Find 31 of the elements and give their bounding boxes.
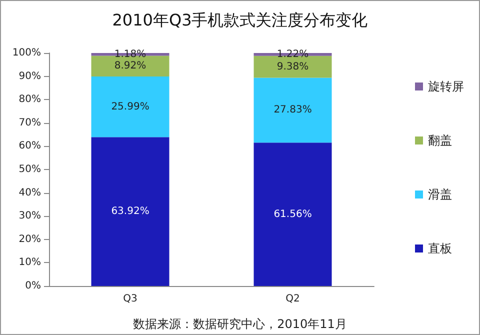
y-tick-label: 100% — [12, 48, 41, 58]
y-tick-label: 30% — [18, 210, 41, 222]
source-note: 数据来源：数据研究中心，2010年11月 — [133, 317, 347, 331]
y-tick-label: 70% — [18, 117, 41, 128]
bar — [254, 78, 332, 143]
bar — [91, 76, 170, 138]
legend-label: 翻盖 — [428, 134, 452, 148]
bar — [254, 56, 332, 78]
y-tick-label: 50% — [18, 164, 41, 175]
y-tick-label: 0% — [25, 280, 41, 292]
y-tick-label: 20% — [18, 234, 41, 245]
legend-label: 滑盖 — [428, 188, 452, 202]
legend-label: 直板 — [428, 242, 452, 256]
bar — [254, 142, 332, 286]
y-tick-label: 90% — [18, 70, 41, 82]
y-tick-label: 10% — [18, 257, 41, 268]
bar — [91, 137, 170, 286]
data-label: 8.92% — [114, 60, 146, 72]
x-tick-label: Q2 — [286, 294, 300, 304]
x-tick-label: Q3 — [123, 294, 138, 304]
y-tick-label: 40% — [18, 187, 41, 198]
bar — [91, 56, 170, 77]
y-tick-label: 60% — [18, 140, 41, 152]
data-label: 63.92% — [111, 206, 150, 218]
data-label: 61.56% — [274, 208, 312, 220]
y-tick-label: 80% — [18, 94, 41, 106]
data-label: 25.99% — [111, 101, 150, 112]
chart-title: 2010年Q3手机款式关注度分布变化 — [112, 10, 368, 30]
data-label: 27.83% — [274, 104, 312, 116]
data-label: 9.38% — [276, 61, 309, 72]
legend-label: 旋转屏 — [428, 80, 464, 94]
